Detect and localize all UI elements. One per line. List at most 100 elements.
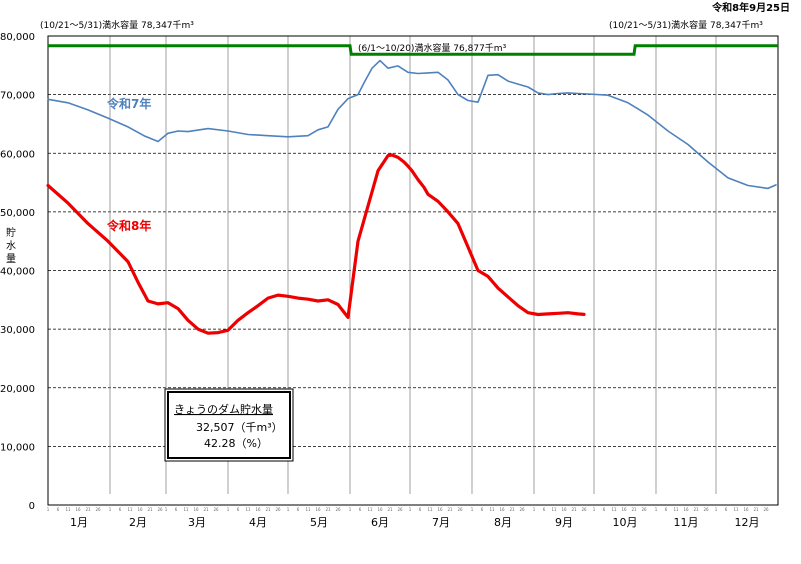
day-tick-label: 1	[593, 507, 596, 512]
day-tick-label: 1	[349, 507, 352, 512]
day-tick-label: 26	[641, 507, 647, 512]
day-tick-label: 1	[533, 507, 536, 512]
info-box: きょうのダム貯水量 32,507（千m³） 42.28（%）	[164, 388, 294, 462]
y-axis-label-char: 貯	[6, 227, 16, 239]
day-tick-label: 21	[265, 507, 271, 512]
day-tick-label: 6	[175, 507, 178, 512]
capacity-label-3: (10/21～5/31)満水容量 78,347千m³	[609, 19, 763, 31]
day-tick-label: 1	[715, 507, 718, 512]
day-tick-label: 16	[499, 507, 505, 512]
day-tick-label: 16	[315, 507, 321, 512]
chart-grid	[48, 35, 778, 494]
month-label: 9月	[555, 516, 573, 529]
y-tick-label: 30,000	[0, 325, 35, 336]
day-tick-label: 21	[85, 507, 91, 512]
day-tick-label: 21	[693, 507, 699, 512]
day-tick-label: 11	[183, 507, 189, 512]
day-tick-label: 26	[397, 507, 403, 512]
day-tick-label: 26	[703, 507, 709, 512]
day-tick-label: 26	[95, 507, 101, 512]
day-tick-label: 26	[519, 507, 525, 512]
y-tick-label: 60,000	[0, 149, 35, 160]
day-tick-label: 16	[193, 507, 199, 512]
day-tick-label: 6	[481, 507, 484, 512]
day-tick-label: 1	[47, 507, 50, 512]
day-tick-label: 11	[551, 507, 557, 512]
report-date: 令和8年9月25日	[711, 1, 790, 14]
series-lines	[46, 59, 777, 335]
month-label: 7月	[432, 516, 450, 529]
day-tick-label: 6	[665, 507, 668, 512]
capacity-label-2: (6/1～10/20)満水容量 76,877千m³	[358, 42, 507, 54]
series-line-r7	[47, 59, 777, 190]
day-tick-label: 1	[655, 507, 658, 512]
day-tick-label: 21	[387, 507, 393, 512]
month-label: 11月	[674, 516, 699, 529]
info-box-title: きょうのダム貯水量	[174, 402, 273, 416]
day-tick-label: 1	[287, 507, 290, 512]
day-tick-label: 16	[621, 507, 627, 512]
day-tick-label: 21	[325, 507, 331, 512]
day-tick-label: 21	[571, 507, 577, 512]
month-label: 8月	[494, 516, 512, 529]
day-tick-label: 6	[725, 507, 728, 512]
day-tick-label: 16	[743, 507, 749, 512]
day-tick-label: 26	[157, 507, 163, 512]
day-tick-label: 16	[137, 507, 143, 512]
month-label: 5月	[310, 516, 328, 529]
day-tick-label: 11	[489, 507, 495, 512]
info-box-ratio: 42.28（%）	[204, 437, 268, 450]
day-tick-label: 11	[673, 507, 679, 512]
day-tick-label: 26	[335, 507, 341, 512]
capacity-polyline	[48, 44, 778, 56]
day-tick-label: 1	[165, 507, 168, 512]
month-label: 2月	[129, 516, 147, 529]
day-tick-label: 6	[119, 507, 122, 512]
day-tick-label: 11	[65, 507, 71, 512]
month-label: 4月	[249, 516, 267, 529]
day-tick-label: 11	[127, 507, 133, 512]
day-tick-label: 6	[57, 507, 60, 512]
y-tick-label: 50,000	[0, 208, 35, 219]
info-box-amount: 32,507（千m³）	[196, 421, 283, 434]
day-tick-label: 21	[509, 507, 515, 512]
day-tick-label: 11	[305, 507, 311, 512]
day-tick-label: 21	[447, 507, 453, 512]
y-axis-label-char: 水	[6, 240, 16, 252]
y-tick-label: 10,000	[0, 442, 35, 453]
day-tick-label: 1	[409, 507, 412, 512]
day-tick-label: 11	[367, 507, 373, 512]
month-label: 10月	[613, 516, 638, 529]
y-tick-label: 80,000	[0, 32, 35, 43]
plot-area	[47, 35, 779, 506]
day-tick-label: 6	[543, 507, 546, 512]
day-tick-label: 21	[631, 507, 637, 512]
day-tick-label: 1	[471, 507, 474, 512]
y-axis-label-text: 貯水量	[6, 227, 16, 265]
capacity-line	[48, 44, 778, 56]
y-axis-label-char: 量	[6, 253, 16, 265]
day-tick-label: 16	[437, 507, 443, 512]
day-tick-label: 21	[203, 507, 209, 512]
day-tick-label: 11	[245, 507, 251, 512]
day-tick-label: 6	[603, 507, 606, 512]
day-tick-label: 11	[611, 507, 617, 512]
y-tick-label: 0	[29, 501, 35, 512]
month-label: 3月	[188, 516, 206, 529]
day-tick-label: 11	[427, 507, 433, 512]
day-tick-label: 6	[419, 507, 422, 512]
day-tick-label: 1	[227, 507, 230, 512]
day-tick-label: 16	[377, 507, 383, 512]
day-tick-label: 16	[75, 507, 81, 512]
y-tick-label: 40,000	[0, 267, 35, 278]
series-label-r7: 令和7年	[106, 96, 151, 111]
day-tick-label: 6	[359, 507, 362, 512]
day-tick-label: 16	[683, 507, 689, 512]
y-tick-label: 70,000	[0, 91, 35, 102]
y-tick-label: 20,000	[0, 384, 35, 395]
day-tick-label: 6	[297, 507, 300, 512]
month-label: 12月	[735, 516, 760, 529]
day-tick-label: 26	[213, 507, 219, 512]
day-tick-label: 26	[763, 507, 769, 512]
